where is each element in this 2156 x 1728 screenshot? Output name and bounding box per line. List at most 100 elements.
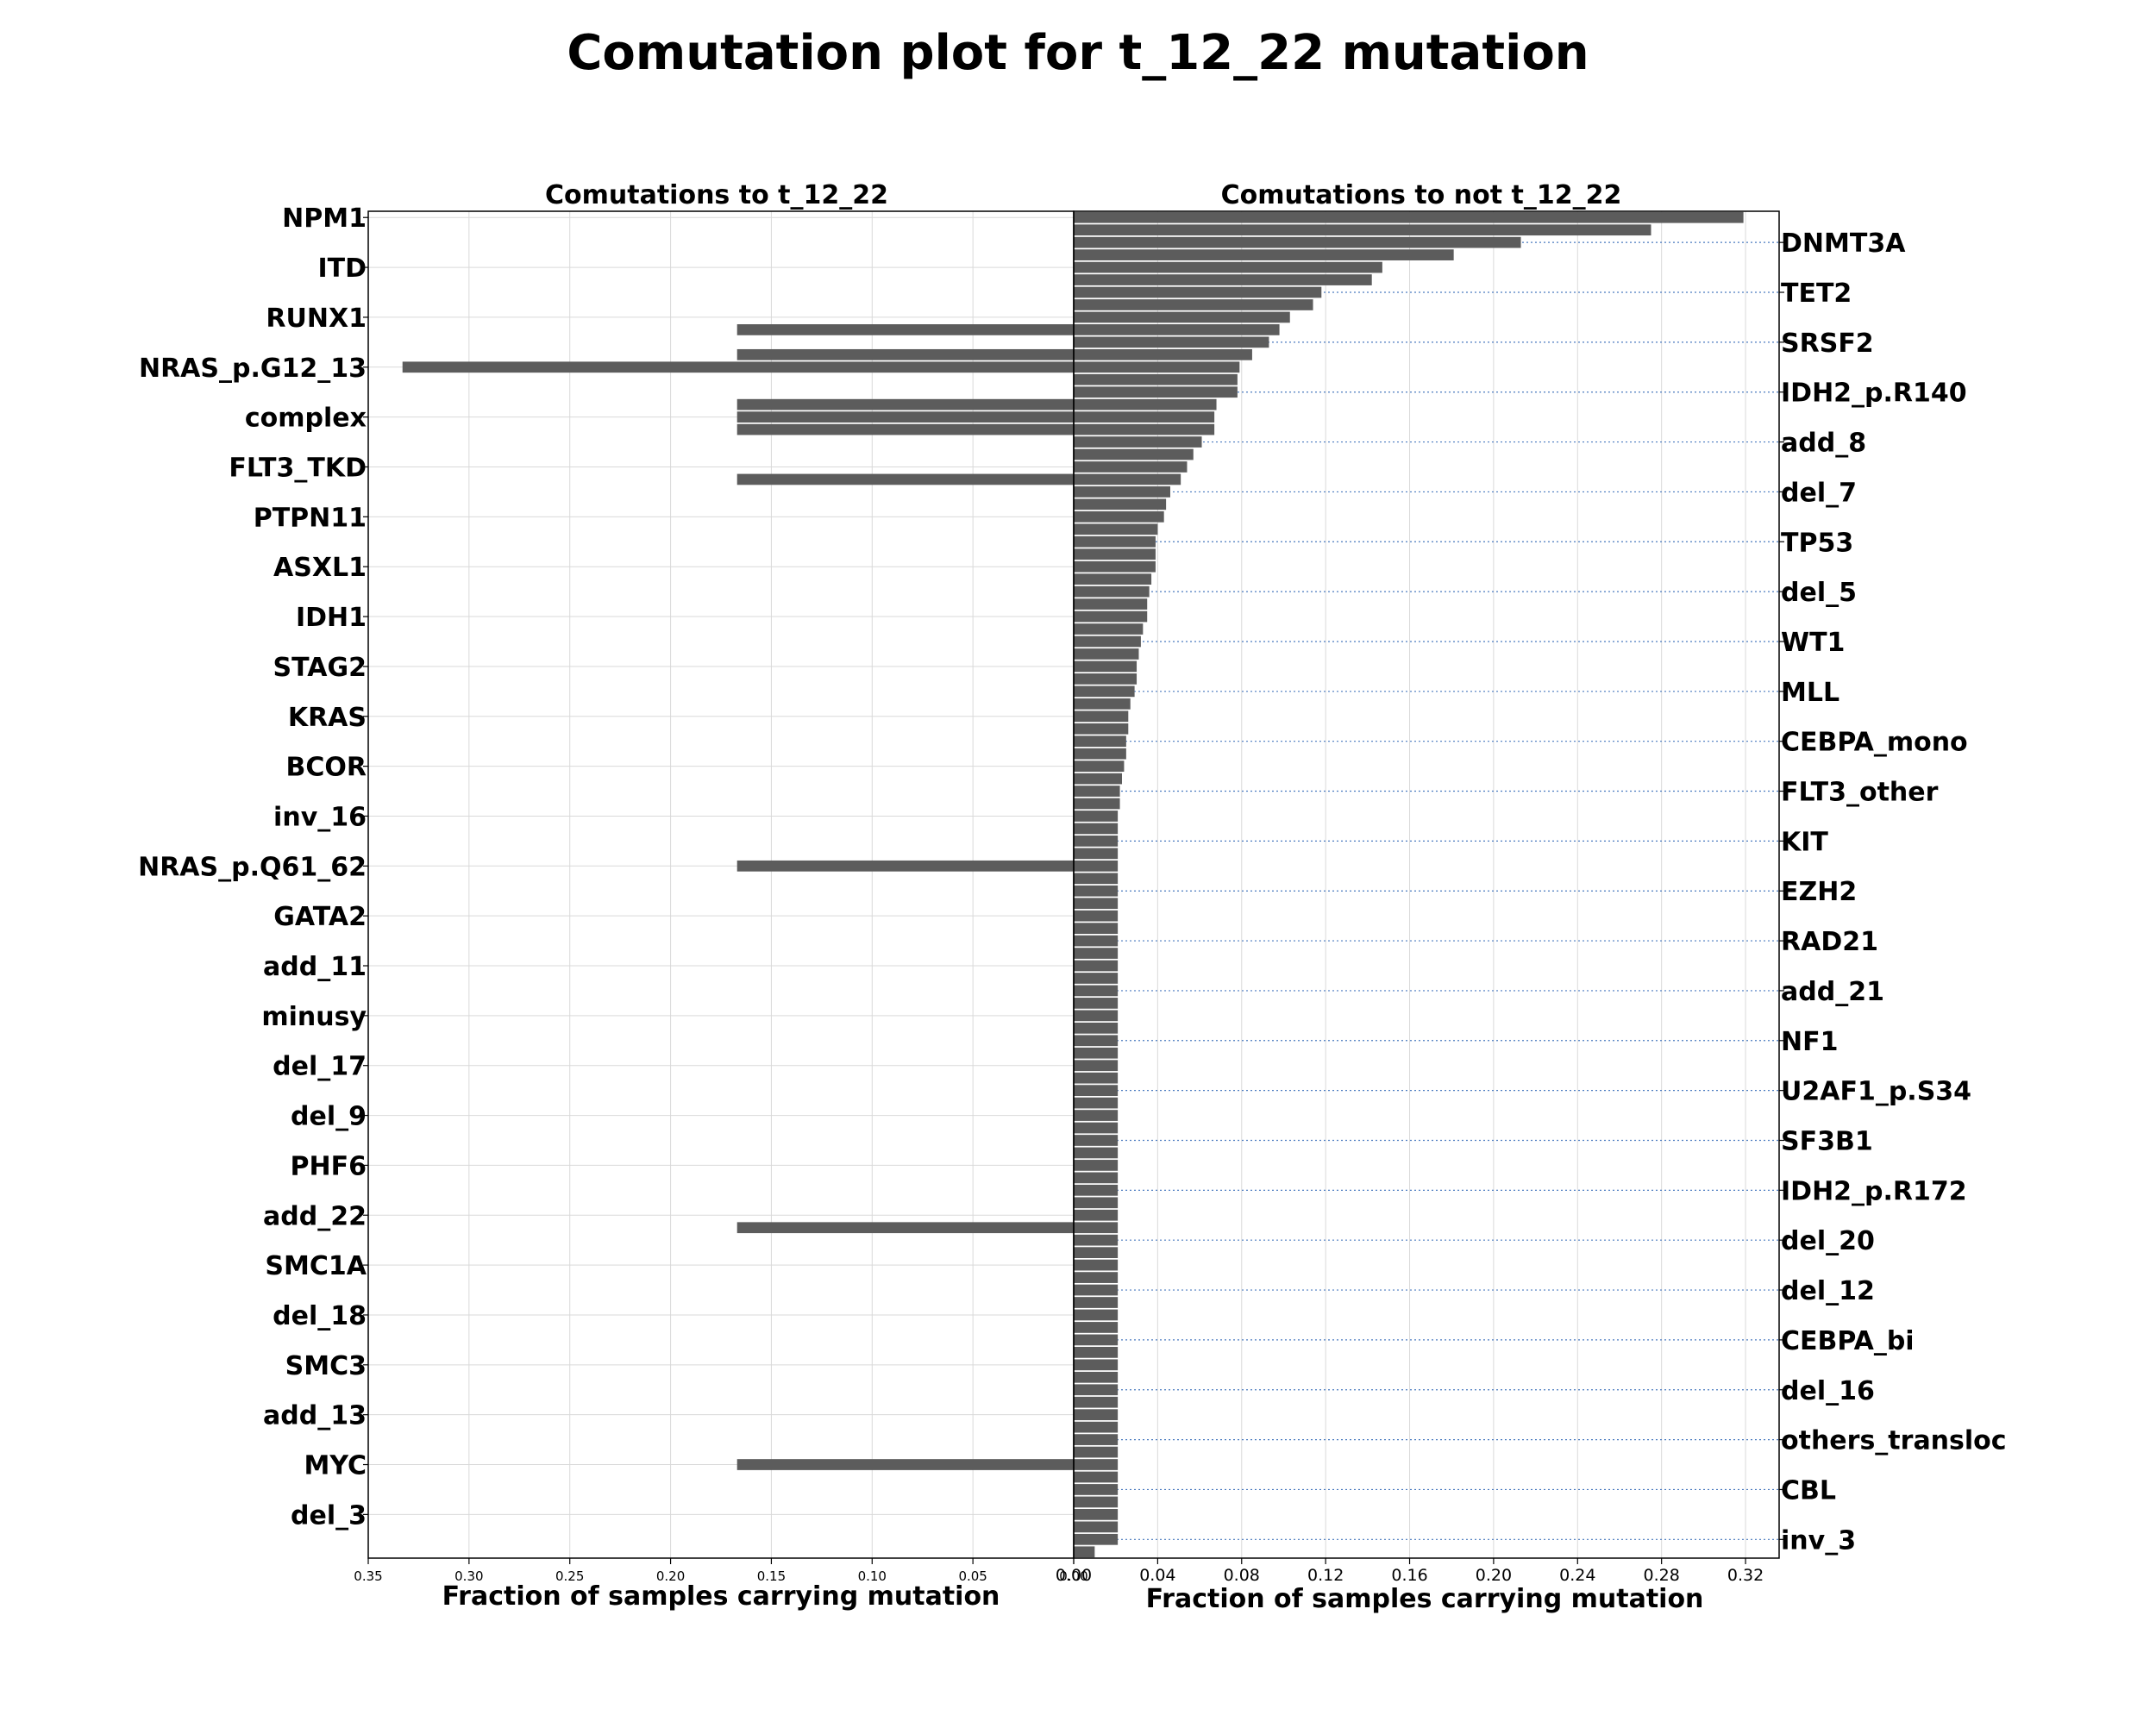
left-y-label: del_9 xyxy=(291,1102,367,1132)
left-y-label: ITD xyxy=(317,254,367,284)
left-bar xyxy=(736,398,1074,410)
right-bar xyxy=(1074,523,1158,535)
right-bar xyxy=(1074,635,1141,648)
right-bar xyxy=(1074,711,1129,723)
right-bar xyxy=(1074,848,1119,860)
right-bar xyxy=(1074,860,1119,872)
left-x-ticks: 0.35 0.30 0.25 0.20 0.15 0.10 0.05 0.00 xyxy=(354,1558,1088,1584)
left-y-label: FLT3_TKD xyxy=(229,453,367,483)
left-y-label: STAG2 xyxy=(273,653,367,683)
right-bar xyxy=(1074,786,1120,797)
right-bar xyxy=(1074,311,1290,323)
left-y-label: SMC1A xyxy=(265,1251,367,1281)
right-bar xyxy=(1074,1322,1119,1333)
right-y-label: MLL xyxy=(1781,678,1839,708)
left-y-label: del_18 xyxy=(273,1301,367,1331)
right-y-label: del_5 xyxy=(1781,578,1857,608)
right-y-label: DNMT3A xyxy=(1781,229,1906,259)
right-bar xyxy=(1074,548,1156,560)
left-y-label: BCOR xyxy=(286,753,367,783)
right-bar xyxy=(1074,736,1126,748)
right-bar xyxy=(1074,823,1119,835)
right-bar xyxy=(1074,261,1382,273)
right-bar xyxy=(1074,386,1238,398)
right-x-tick-label: 0.20 xyxy=(1476,1566,1512,1585)
right-bar xyxy=(1074,623,1144,635)
right-bar xyxy=(1074,585,1150,598)
left-bar xyxy=(736,423,1074,435)
right-bar xyxy=(1074,461,1188,473)
right-bar xyxy=(1074,761,1125,772)
left-y-label: PHF6 xyxy=(291,1151,367,1181)
right-panel-title: Comutations to not t_12_22 xyxy=(1221,180,1622,210)
right-y-label: SRSF2 xyxy=(1781,329,1874,359)
right-bar xyxy=(1074,1272,1119,1283)
left-y-label: ASXL1 xyxy=(273,553,367,583)
right-y-label: SF3B1 xyxy=(1781,1126,1873,1156)
left-panel-title: Comutations to t_12_22 xyxy=(545,180,888,210)
left-bar xyxy=(736,324,1074,335)
right-bar xyxy=(1074,1409,1119,1421)
right-bar xyxy=(1074,1147,1119,1159)
right-bar xyxy=(1074,610,1148,623)
right-bar xyxy=(1074,1509,1119,1520)
right-bar xyxy=(1074,948,1119,959)
right-y-label: EZH2 xyxy=(1781,877,1857,907)
right-y-label: del_20 xyxy=(1781,1226,1875,1256)
right-bar xyxy=(1074,811,1119,822)
left-y-label: add_13 xyxy=(263,1401,367,1431)
right-y-label: IDH2_p.R140 xyxy=(1781,379,1967,409)
right-y-label: FLT3_other xyxy=(1781,778,1939,808)
right-y-label: TET2 xyxy=(1781,279,1852,309)
right-bar xyxy=(1074,1110,1119,1121)
right-bar xyxy=(1074,1097,1119,1109)
right-bar xyxy=(1074,1471,1119,1483)
right-bar xyxy=(1074,1434,1119,1445)
right-bar xyxy=(1074,598,1148,610)
left-bar xyxy=(736,411,1074,423)
right-panel-grid xyxy=(1073,211,1746,1558)
right-bar xyxy=(1074,473,1181,485)
right-bar xyxy=(1074,648,1139,660)
left-y-label: del_17 xyxy=(273,1052,367,1082)
left-y-label: del_3 xyxy=(291,1500,367,1531)
left-y-label: NPM1 xyxy=(282,203,367,234)
right-bar xyxy=(1074,398,1217,410)
right-x-tick-label: 0.16 xyxy=(1391,1566,1427,1585)
right-bar xyxy=(1074,274,1372,285)
right-y-label: inv_3 xyxy=(1781,1525,1856,1556)
right-bar xyxy=(1074,1459,1119,1470)
right-bar xyxy=(1074,1022,1119,1034)
right-bar xyxy=(1074,324,1280,335)
right-y-label: others_transloc xyxy=(1781,1426,2007,1456)
right-bar xyxy=(1074,1546,1095,1558)
right-bar xyxy=(1074,236,1521,248)
right-bar xyxy=(1074,423,1215,435)
right-bar xyxy=(1074,436,1202,448)
right-bar xyxy=(1074,1334,1119,1346)
right-bar xyxy=(1074,698,1131,710)
right-y-label: NF1 xyxy=(1781,1027,1838,1057)
right-bar xyxy=(1074,1396,1119,1408)
right-panel-frame xyxy=(1073,210,1780,1559)
right-bar xyxy=(1074,661,1138,673)
right-panel-bars xyxy=(1074,211,1744,1558)
right-bar xyxy=(1074,686,1135,698)
right-y-label: KIT xyxy=(1781,827,1828,857)
right-bar xyxy=(1074,1135,1119,1146)
right-bar xyxy=(1074,1197,1119,1209)
left-bar xyxy=(736,1222,1074,1234)
right-bar xyxy=(1074,1496,1119,1508)
right-bar xyxy=(1074,1346,1119,1358)
right-x-tick-label: 0.00 xyxy=(1056,1566,1092,1585)
left-y-label: MYC xyxy=(304,1451,367,1481)
right-bar xyxy=(1074,1297,1119,1308)
right-bar xyxy=(1074,1010,1119,1022)
right-bar xyxy=(1074,1047,1119,1059)
right-bar xyxy=(1074,336,1269,348)
right-y-label: WT1 xyxy=(1781,628,1845,658)
right-bar xyxy=(1074,299,1313,310)
